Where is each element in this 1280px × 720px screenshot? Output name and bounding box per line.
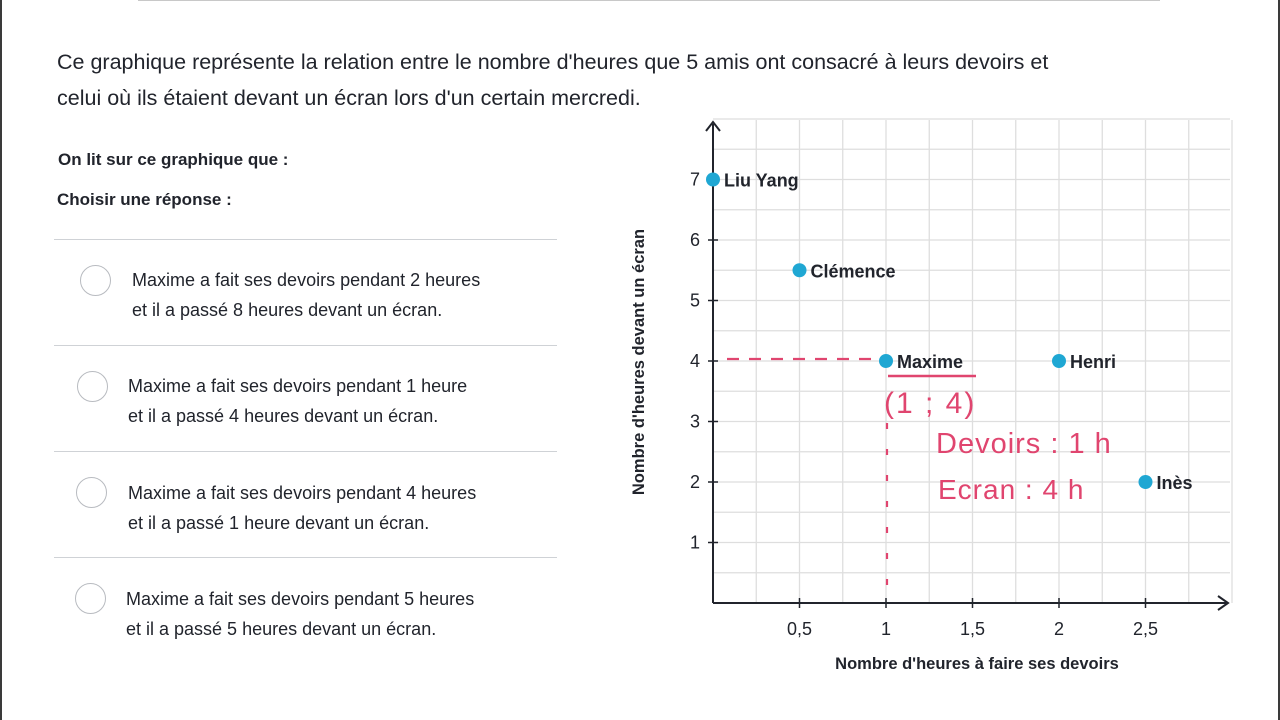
y-tick-label: 7 xyxy=(690,170,700,190)
data-point xyxy=(792,263,807,278)
coordinate-annotation: (1 ; 4) xyxy=(884,387,976,420)
chart-ticks: 0,5 1 1,5 2 2,5 1 2 3 4 5 6 7 xyxy=(690,170,1158,640)
choice-divider xyxy=(54,451,557,452)
question-intro-line1: Ce graphique représente la relation entr… xyxy=(57,50,1049,74)
x-axis-arrow xyxy=(1217,595,1230,611)
data-point-label: Henri xyxy=(1070,352,1116,372)
y-axis-arrow xyxy=(705,120,721,132)
question-prompt: On lit sur ce graphique que : xyxy=(58,150,289,169)
data-point-label: Liu Yang xyxy=(724,171,799,191)
data-point xyxy=(706,172,720,187)
answer-choice-text: Maxime a fait ses devoirs pendant 1 heur… xyxy=(128,371,467,431)
answer-choice-text: Maxime a fait ses devoirs pendant 5 heur… xyxy=(126,584,474,644)
answer-choice-text: Maxime a fait ses devoirs pendant 2 heur… xyxy=(132,265,480,325)
x-tick-label: 1 xyxy=(881,619,891,639)
answer-choice-line2: et il a passé 8 heures devant un écran. xyxy=(132,300,443,320)
answer-choice-2[interactable]: Maxime a fait ses devoirs pendant 1 heur… xyxy=(60,346,560,446)
answer-choice-4[interactable]: Maxime a fait ses devoirs pendant 5 heur… xyxy=(60,558,560,658)
x-tick-label: 0,5 xyxy=(787,619,812,639)
radio-button[interactable] xyxy=(76,477,107,508)
chart-axes xyxy=(705,120,1230,611)
answer-choice-line2: et il a passé 4 heures devant un écran. xyxy=(128,406,439,426)
window-right-border xyxy=(1278,0,1280,720)
choose-answer-label: Choisir une réponse : xyxy=(57,190,232,209)
data-point xyxy=(1138,475,1153,489)
scatter-chart: 0,5 1 1,5 2 2,5 1 2 3 4 5 6 7 (1 ; 4) Devoirs : 1 h E… xyxy=(630,118,1233,673)
x-tick-label: 2 xyxy=(1054,619,1064,639)
x-tick-label: 1,5 xyxy=(960,619,985,639)
answer-choice-3[interactable]: Maxime a fait ses devoirs pendant 4 heur… xyxy=(60,452,560,552)
question-intro-line2: celui où ils étaient devant un écran lor… xyxy=(57,86,641,110)
choice-divider xyxy=(54,557,557,558)
x-tick-label: 2,5 xyxy=(1133,619,1158,639)
radio-button[interactable] xyxy=(77,371,108,402)
answer-choice-1[interactable]: Maxime a fait ses devoirs pendant 2 heur… xyxy=(60,240,560,340)
devoirs-annotation: Devoirs : 1 h xyxy=(936,428,1112,460)
y-tick-label: 6 xyxy=(690,230,700,250)
data-point-label: Clémence xyxy=(811,261,896,281)
answer-choice-line1: Maxime a fait ses devoirs pendant 1 heur… xyxy=(128,376,468,396)
choice-divider xyxy=(54,345,557,346)
y-tick-label: 2 xyxy=(690,472,700,492)
radio-button[interactable] xyxy=(80,265,111,296)
choice-divider xyxy=(54,239,557,240)
y-axis-label: Nombre d'heures devant un écran xyxy=(630,229,648,495)
answer-choice-line2: et il a passé 5 heures devant un écran. xyxy=(126,619,437,639)
ecran-annotation: Ecran : 4 h xyxy=(938,474,1084,505)
window-left-border xyxy=(0,0,2,720)
chart-grid xyxy=(713,118,1233,603)
data-point-label: Inès xyxy=(1157,473,1193,493)
chart-points: Liu Yang Clémence Maxime Henri Inès xyxy=(706,171,1193,493)
answer-choice-line1: Maxime a fait ses devoirs pendant 2 heur… xyxy=(132,270,481,290)
question-intro: Ce graphique représente la relation entr… xyxy=(57,44,1207,116)
answer-choice-line1: Maxime a fait ses devoirs pendant 4 heur… xyxy=(128,483,477,503)
x-axis-label: Nombre d'heures à faire ses devoirs xyxy=(835,655,1119,673)
handwritten-annotations: (1 ; 4) Devoirs : 1 h Ecran : 4 h xyxy=(727,357,1112,599)
y-tick-label: 4 xyxy=(690,351,700,371)
data-point-label: Maxime xyxy=(897,352,963,372)
y-tick-label: 1 xyxy=(690,533,700,553)
y-tick-label: 5 xyxy=(690,291,700,311)
answer-choice-line2: et il a passé 1 heure devant un écran. xyxy=(128,513,430,533)
top-divider xyxy=(138,0,1160,1)
radio-button[interactable] xyxy=(75,583,106,614)
data-point xyxy=(879,354,893,368)
y-tick-label: 3 xyxy=(690,412,700,432)
answer-choice-line1: Maxime a fait ses devoirs pendant 5 heur… xyxy=(126,589,475,609)
answer-choice-text: Maxime a fait ses devoirs pendant 4 heur… xyxy=(128,478,476,538)
data-point xyxy=(1052,354,1066,368)
